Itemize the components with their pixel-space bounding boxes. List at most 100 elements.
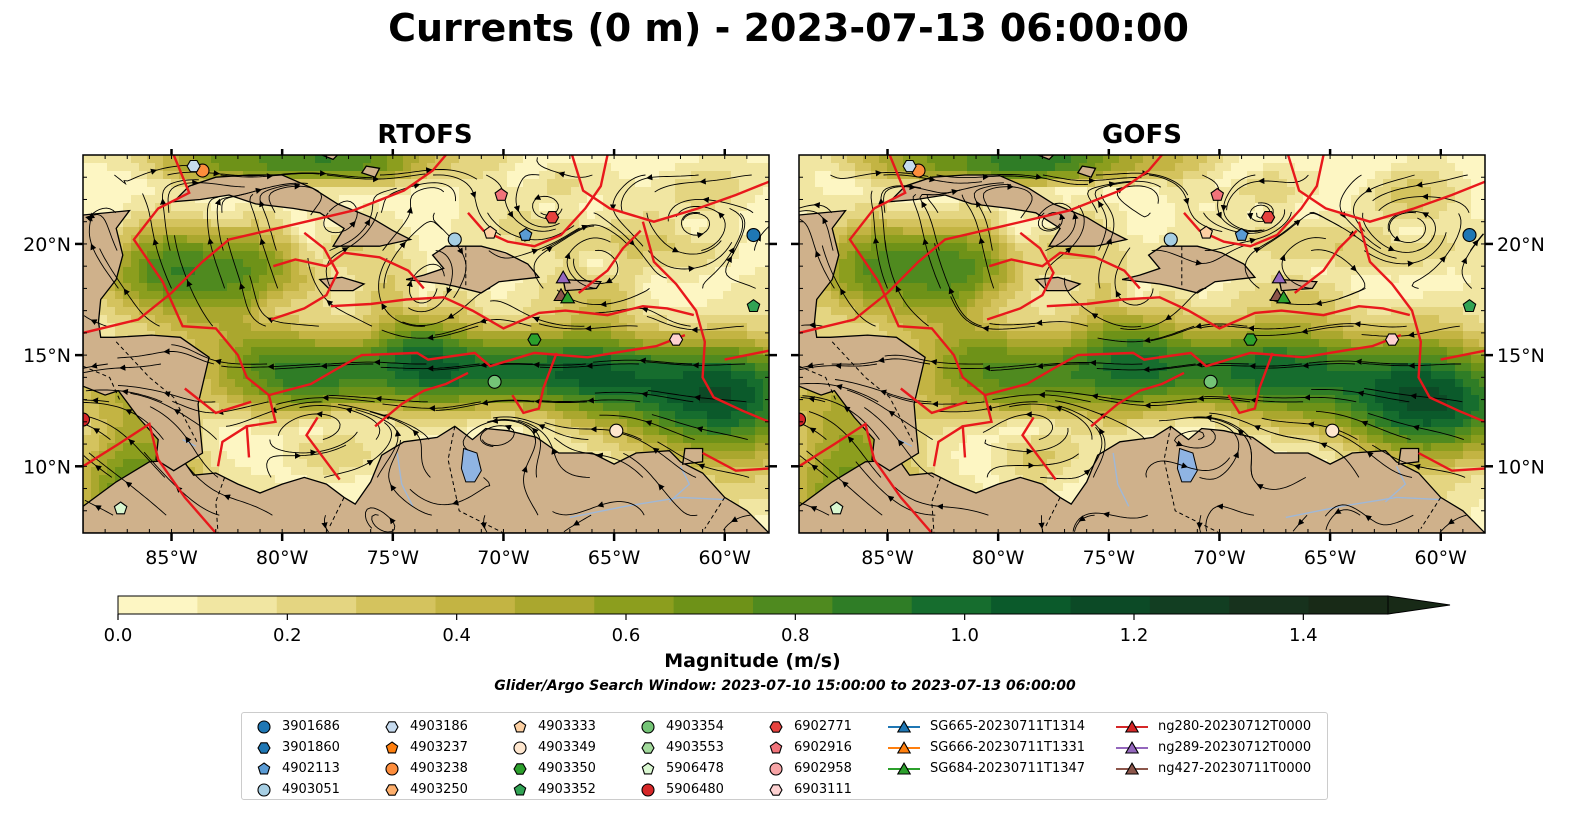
legend-marker bbox=[513, 740, 527, 755]
streamline bbox=[926, 188, 959, 214]
streamline bbox=[799, 365, 839, 371]
streamline bbox=[481, 399, 535, 406]
streamline bbox=[730, 213, 746, 259]
streamline bbox=[880, 389, 932, 403]
streamline bbox=[1303, 394, 1357, 403]
legend-label: 5906480 bbox=[666, 782, 724, 797]
streamline bbox=[1042, 174, 1096, 184]
streamline bbox=[1040, 469, 1091, 480]
platform-marker-4902113 bbox=[1234, 227, 1249, 241]
streamline bbox=[1297, 514, 1308, 526]
streamline bbox=[1412, 424, 1464, 441]
river bbox=[1384, 465, 1407, 503]
streamline bbox=[380, 366, 431, 370]
eez-boundary bbox=[1440, 349, 1485, 361]
legend-column: 3901686 3901860 4902113 4903051 bbox=[254, 716, 340, 800]
streamline bbox=[985, 401, 1038, 412]
streamline bbox=[259, 184, 300, 204]
streamline bbox=[328, 394, 379, 400]
legend-marker bbox=[769, 783, 783, 796]
legend-marker-circle-icon bbox=[769, 761, 783, 776]
streamline bbox=[403, 220, 443, 245]
streamline bbox=[1195, 361, 1249, 368]
eez-boundary bbox=[184, 387, 252, 415]
country-border bbox=[931, 477, 942, 533]
legend-marker bbox=[769, 761, 783, 776]
land-trinidad bbox=[681, 447, 704, 465]
streamline bbox=[978, 237, 995, 289]
legend-column: ng280-20230712T0000 ng289-20230712T0000 ng… bbox=[1114, 716, 1311, 779]
eez-boundary bbox=[986, 231, 1055, 321]
eez-boundary bbox=[305, 416, 341, 481]
streamline bbox=[1205, 414, 1252, 440]
platform-marker-4902113 bbox=[518, 227, 533, 241]
streamline bbox=[1120, 318, 1168, 330]
streamline bbox=[568, 237, 611, 256]
streamline bbox=[696, 426, 748, 441]
streamline bbox=[639, 357, 693, 365]
streamline bbox=[1279, 254, 1313, 289]
legend-item: 4903237 bbox=[382, 737, 468, 758]
river bbox=[668, 465, 691, 503]
streamline bbox=[1009, 403, 1059, 409]
streamline bbox=[847, 436, 882, 478]
streamline bbox=[406, 280, 438, 304]
streamline bbox=[428, 401, 481, 412]
land-trinidad bbox=[1397, 447, 1420, 465]
streamline bbox=[982, 325, 1035, 332]
streamline bbox=[426, 325, 479, 341]
streamline bbox=[1439, 522, 1451, 533]
streamline bbox=[94, 465, 113, 478]
streamline bbox=[982, 183, 1014, 214]
legend-label: 4903333 bbox=[538, 719, 596, 734]
streamline bbox=[1308, 360, 1359, 364]
country-border bbox=[1044, 497, 1061, 529]
streamline bbox=[1091, 393, 1144, 403]
streamline bbox=[701, 211, 726, 252]
platform-marker-SG684-20230711T1347 bbox=[1275, 289, 1292, 304]
streamline bbox=[1205, 505, 1220, 532]
streamline bbox=[1250, 397, 1304, 404]
streamline bbox=[1365, 514, 1414, 526]
streamline bbox=[409, 488, 456, 506]
streamline bbox=[259, 238, 279, 289]
streamline bbox=[123, 288, 160, 327]
streamline bbox=[840, 288, 876, 327]
streamline bbox=[809, 427, 827, 440]
colorbar: 0.0 0.2 0.4 0.6 0.8 1.0 1.2 1.4 bbox=[104, 595, 1451, 646]
streamline bbox=[370, 422, 393, 462]
platform-marker-4903333 bbox=[483, 225, 498, 239]
streamline bbox=[1158, 416, 1209, 422]
streamline bbox=[1196, 515, 1203, 529]
legend-marker bbox=[513, 782, 527, 795]
legend-label: 6902771 bbox=[794, 719, 852, 734]
streamline bbox=[813, 202, 833, 214]
colorbar-tick-label: 0.6 bbox=[612, 625, 641, 646]
streamline bbox=[538, 323, 589, 330]
legend-marker-circle-icon bbox=[385, 761, 399, 776]
streamline bbox=[84, 499, 98, 508]
streamline bbox=[462, 420, 495, 451]
eez-boundary bbox=[1046, 296, 1411, 330]
streamline bbox=[1447, 514, 1467, 525]
streamline bbox=[1476, 233, 1484, 243]
colorbar-tick-label: 1.0 bbox=[950, 625, 979, 646]
river bbox=[1112, 452, 1130, 507]
country-border bbox=[704, 497, 726, 529]
streamline bbox=[1064, 277, 1095, 316]
streamline bbox=[1443, 213, 1462, 259]
legend-item: 6903111 bbox=[766, 779, 852, 800]
legend-item: 5906480 bbox=[638, 779, 724, 800]
legend-item: 4902113 bbox=[254, 758, 340, 779]
colorbar-title: Magnitude (m/s) bbox=[664, 650, 841, 672]
streamline bbox=[452, 477, 491, 506]
colorbar-tick-label: 1.2 bbox=[1120, 625, 1149, 646]
streamline bbox=[125, 481, 167, 516]
streamline bbox=[1292, 522, 1301, 532]
streamline bbox=[1246, 204, 1271, 220]
legend-label: ng289-20230712T0000 bbox=[1158, 740, 1312, 755]
legend-item: 4903354 bbox=[638, 716, 724, 737]
legend-item: 4903051 bbox=[254, 779, 340, 800]
legend-column: 6902771 6902916 6902958 6903111 bbox=[766, 716, 852, 800]
platform-marker-4903186 bbox=[186, 159, 201, 173]
